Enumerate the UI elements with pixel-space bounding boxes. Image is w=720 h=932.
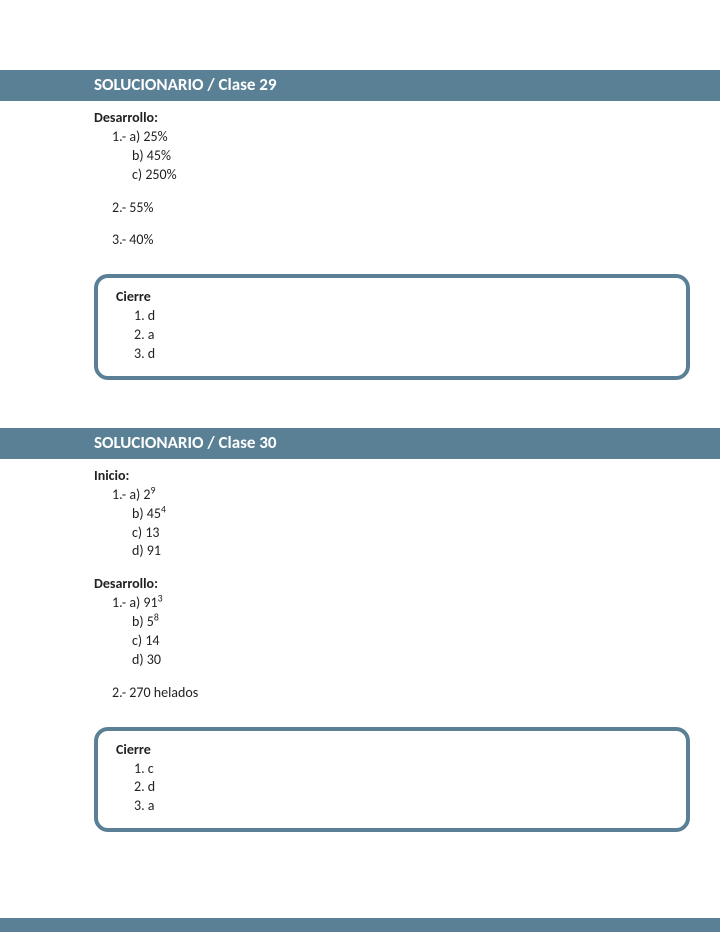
- answer-exp: 3: [158, 593, 163, 605]
- cierre-label: Cierre: [116, 741, 668, 760]
- cierre-box-29: Cierre 1. d 2. a 3. d: [94, 274, 690, 380]
- answer-line: c) 13: [94, 524, 640, 543]
- item-prefix: 1.-: [112, 128, 129, 145]
- inicio-label: Inicio:: [94, 467, 640, 486]
- answer-line: b) 454: [94, 505, 640, 524]
- answer-base: a) 2: [129, 486, 150, 503]
- section-30-header: SOLUCIONARIO / Clase 30: [0, 428, 720, 459]
- answer-line: 1.- a) 29: [94, 486, 640, 505]
- answer-line: 2.- 55%: [94, 199, 640, 218]
- footer-bar: [0, 918, 720, 932]
- answer-line: d) 91: [94, 542, 640, 561]
- answer-exp: 8: [154, 611, 159, 623]
- desarrollo-label: Desarrollo:: [94, 109, 640, 128]
- answer-line: 2. a: [116, 326, 668, 345]
- answer-line: c) 250%: [94, 166, 640, 185]
- answer-line: d) 30: [94, 651, 640, 670]
- cierre-box-30: Cierre 1. c 2. d 3. a: [94, 727, 690, 833]
- answer-base: a) 91: [129, 594, 157, 611]
- answer-line: c) 14: [94, 632, 640, 651]
- answer-line: 2. d: [116, 778, 668, 797]
- answer-line: 3. d: [116, 345, 668, 364]
- section-30-content: Inicio: 1.- a) 29 b) 454 c) 13 d) 91 Des…: [0, 459, 640, 703]
- answer-line: 1.- a) 25%: [94, 128, 640, 147]
- answer-line: 1. d: [116, 307, 668, 326]
- answer-exp: 9: [151, 484, 156, 496]
- desarrollo-label: Desarrollo:: [94, 575, 640, 594]
- answer-line: 1.- a) 913: [94, 594, 640, 613]
- answer-exp: 4: [161, 503, 166, 515]
- cierre-label: Cierre: [116, 288, 668, 307]
- section-29-header: SOLUCIONARIO / Clase 29: [0, 70, 720, 101]
- answer-base: b) 5: [132, 613, 154, 630]
- answer-line: 1. c: [116, 760, 668, 779]
- answer-base: b) 45: [132, 505, 161, 522]
- answer-line: 3.- 40%: [94, 231, 640, 250]
- answer-text: a) 25%: [129, 128, 167, 145]
- answer-line: b) 58: [94, 613, 640, 632]
- answer-line: 3. a: [116, 797, 668, 816]
- item-prefix: 1.-: [112, 486, 129, 503]
- answer-line: 2.- 270 helados: [94, 684, 640, 703]
- item-prefix: 1.-: [112, 594, 129, 611]
- answer-line: b) 45%: [94, 147, 640, 166]
- section-29-content: Desarrollo: 1.- a) 25% b) 45% c) 250% 2.…: [0, 101, 640, 250]
